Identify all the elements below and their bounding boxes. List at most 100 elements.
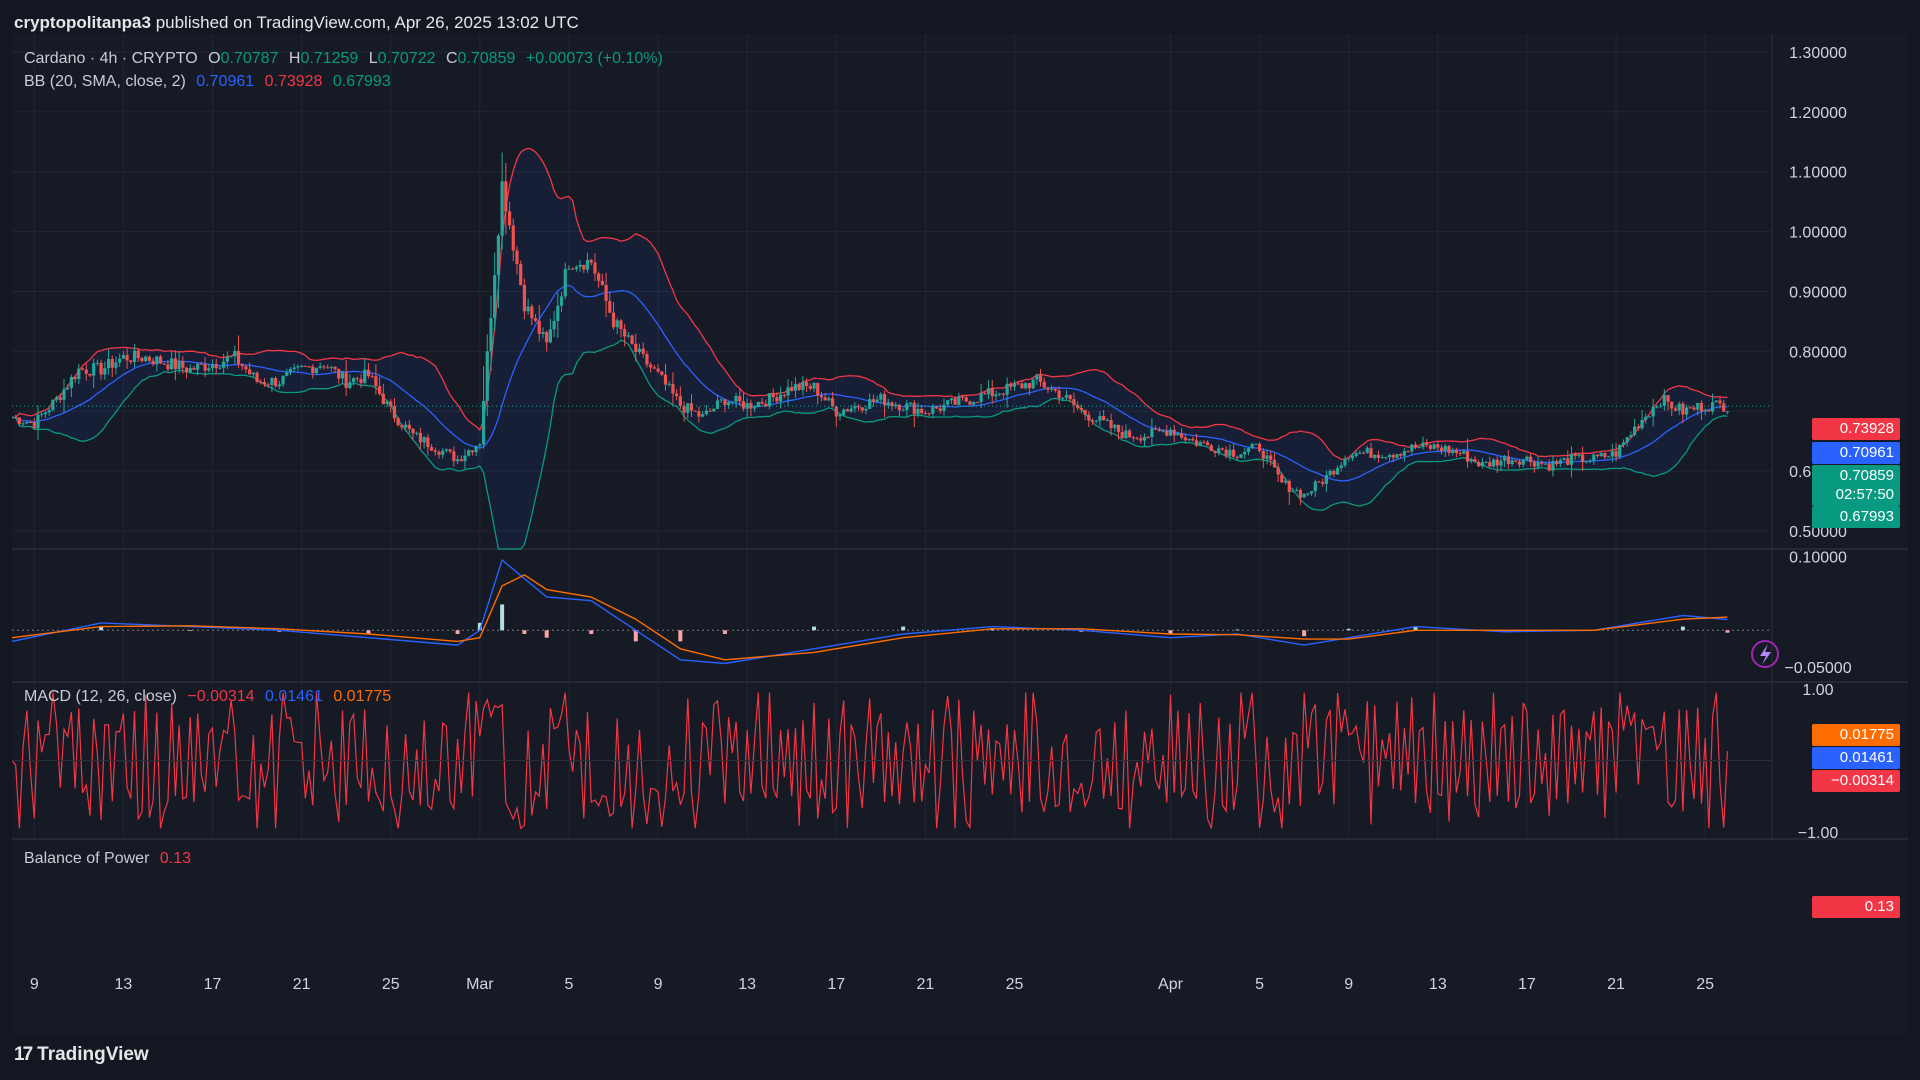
open-label: O xyxy=(208,50,221,67)
candle-body xyxy=(381,393,385,405)
candle-body xyxy=(634,343,638,352)
candle-body xyxy=(1042,381,1046,388)
time-tick-label: 13 xyxy=(738,976,756,993)
candle-body xyxy=(1142,436,1147,441)
candle-body xyxy=(54,397,59,400)
candle-body xyxy=(229,356,233,358)
chart-area[interactable]: 1.30000 1.20000 1.10000 1.00000 0.90000 0.800… xyxy=(10,34,1908,1034)
candle-body xyxy=(270,378,274,385)
bb-legend[interactable]: BB (20, SMA, close, 2) 0.70961 0.73928 0… xyxy=(24,73,397,91)
candle-body xyxy=(578,264,582,267)
macd-legend[interactable]: MACD (12, 26, close) −0.00314 0.01461 0.… xyxy=(24,688,397,706)
candle-body xyxy=(1283,480,1288,483)
candle-body xyxy=(938,408,942,411)
candle-body xyxy=(403,424,408,428)
candle-body xyxy=(337,369,341,379)
author-name[interactable]: cryptopolitanpa3 xyxy=(14,13,151,32)
grid xyxy=(12,34,1908,840)
candle-body xyxy=(374,376,378,387)
bb-title[interactable]: BB (20, SMA, close, 2) xyxy=(24,73,186,90)
bop-tick-label: 1.00 xyxy=(1802,682,1833,699)
candle-body xyxy=(1298,489,1303,498)
lightning-icon xyxy=(1751,640,1779,668)
candle-body xyxy=(504,181,508,212)
candle-body xyxy=(1421,442,1425,448)
candle-body xyxy=(582,264,586,270)
candle-body xyxy=(1718,400,1722,404)
high-value: 0.71259 xyxy=(300,50,359,67)
macd-histogram-bar xyxy=(1079,630,1084,632)
candle-body xyxy=(1217,448,1221,453)
candle-body xyxy=(10,417,14,419)
candle-body xyxy=(779,394,783,402)
candle-body xyxy=(455,459,460,462)
bb-basis-price-label: 0.70961 xyxy=(1812,442,1900,464)
bop-legend[interactable]: Balance of Power 0.13 xyxy=(24,850,197,868)
candle-body xyxy=(511,225,515,251)
candle-body xyxy=(1462,451,1466,454)
candle-body xyxy=(181,361,185,368)
price-tick-label: 1.30000 xyxy=(1789,45,1847,62)
candle-body xyxy=(463,455,467,462)
candle-body xyxy=(1235,456,1239,458)
candle-body xyxy=(1243,451,1247,455)
candle-body xyxy=(507,211,512,226)
bop-title[interactable]: Balance of Power xyxy=(24,850,150,867)
price-legend[interactable]: Cardano · 4h · CRYPTO O0.70787 H0.71259 … xyxy=(24,50,669,68)
candle-body xyxy=(1555,461,1559,464)
candle-body xyxy=(489,318,493,352)
candle-body xyxy=(129,360,133,363)
macd-histogram-bar xyxy=(1680,626,1685,631)
candle-body xyxy=(1673,408,1678,411)
macd-histogram-bar xyxy=(1725,630,1730,633)
candle-body xyxy=(199,363,203,365)
candle-body xyxy=(441,450,445,455)
candle-body xyxy=(1176,433,1180,436)
candle-body xyxy=(738,395,742,402)
candle-body xyxy=(1009,383,1013,387)
candle-body xyxy=(1677,403,1681,411)
candle-body xyxy=(871,399,876,402)
candle-body xyxy=(385,401,389,405)
candle-body xyxy=(678,396,682,407)
candle-body xyxy=(1684,407,1689,415)
candle-body xyxy=(14,417,18,419)
symbol-title[interactable]: Cardano · 4h · CRYPTO xyxy=(24,50,198,67)
candle-body xyxy=(864,408,868,411)
bb-band-area xyxy=(12,148,1728,549)
candle-body xyxy=(481,400,486,445)
candle-body xyxy=(248,369,252,375)
candle-body xyxy=(1395,454,1399,458)
candle-body xyxy=(496,235,501,276)
candle-body xyxy=(1458,452,1462,454)
candle-body xyxy=(69,377,74,388)
candle-body xyxy=(1547,463,1551,471)
candle-body xyxy=(756,401,760,408)
candle-body xyxy=(1432,444,1436,449)
candle-body xyxy=(849,408,853,412)
candle-body xyxy=(879,394,883,400)
tradingview-logo[interactable]: 17 TradingView xyxy=(14,1044,149,1066)
chart-canvas[interactable]: 1.30000 1.20000 1.10000 1.00000 0.90000 0.800… xyxy=(10,34,1908,1034)
candle-body xyxy=(608,301,612,313)
candle-body xyxy=(1447,445,1451,453)
macd-histogram-bar xyxy=(1346,628,1351,631)
candle-body xyxy=(897,404,902,411)
candle-body xyxy=(407,424,411,429)
candle-body xyxy=(712,408,716,412)
macd-title[interactable]: MACD (12, 26, close) xyxy=(24,688,177,705)
price-tick-label: 1.20000 xyxy=(1789,105,1847,122)
bop-tick-label: −1.00 xyxy=(1798,825,1839,842)
candle-body xyxy=(1577,454,1581,456)
candle-body xyxy=(1425,442,1429,446)
candle-body xyxy=(1603,453,1607,458)
candle-body xyxy=(147,356,151,361)
candle-body xyxy=(1150,428,1154,438)
candle-body xyxy=(318,366,322,368)
candle-body xyxy=(303,365,307,367)
candle-body xyxy=(797,384,801,390)
time-tick-label: 5 xyxy=(1255,976,1264,993)
candle-body xyxy=(975,402,980,404)
candle-body xyxy=(823,397,827,401)
macd-signal-price-label: 0.01775 xyxy=(1812,724,1900,746)
